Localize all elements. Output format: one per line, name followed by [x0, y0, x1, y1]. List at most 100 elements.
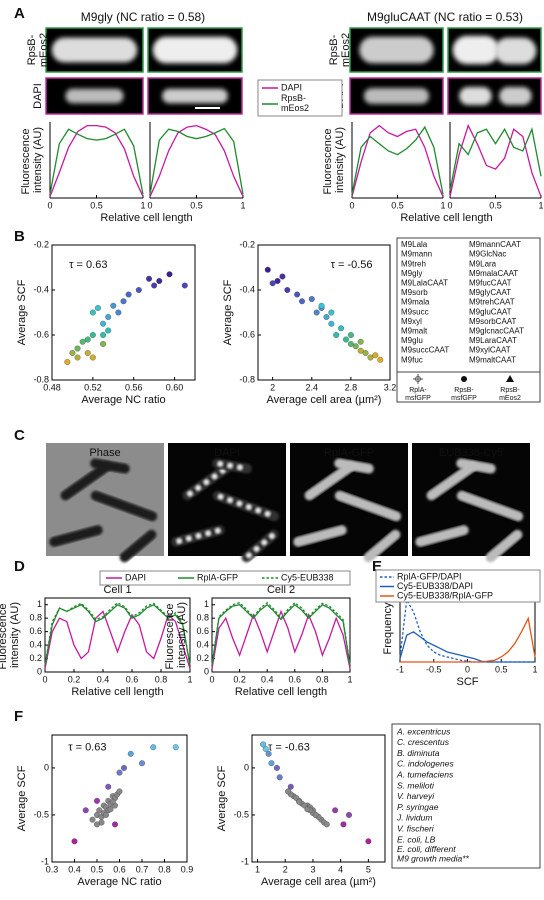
y-tick-label: 0.4 — [196, 639, 209, 649]
scatter-point — [156, 278, 163, 284]
legend-label: M9xylCAAT — [469, 346, 511, 355]
legend-label: M9Lara — [469, 259, 497, 268]
y-axis-label: Average SCF — [216, 765, 228, 831]
scatter-point — [347, 341, 354, 347]
nucleoid — [217, 493, 224, 500]
cell-signal — [51, 37, 138, 63]
scatter-point — [89, 816, 96, 823]
y-tick-label: 0 — [204, 666, 209, 676]
nucleoid — [227, 462, 234, 469]
cell-body — [90, 458, 130, 474]
scatter-point — [94, 797, 100, 804]
legend-label: DAPI — [125, 572, 146, 582]
y-tick-label: -0.8 — [33, 374, 49, 384]
x-tick-label: 0 — [47, 200, 52, 210]
scatter-point — [299, 298, 305, 305]
y-tick-label: 1 — [37, 599, 42, 609]
scatter-point — [105, 783, 112, 790]
x-tick-label: 0.8 — [155, 674, 168, 684]
line-series — [400, 616, 536, 663]
cell — [426, 461, 478, 501]
scatter-point — [365, 838, 372, 845]
nucleoid — [211, 473, 218, 480]
scatter-point — [89, 309, 96, 316]
line-series — [149, 127, 244, 195]
scatter-point — [100, 341, 107, 347]
x-tick-label: 0.5 — [190, 200, 203, 210]
y-tick-label: 0.8 — [196, 613, 209, 623]
scatter-point — [357, 347, 364, 354]
nucleoid — [186, 490, 193, 497]
axes-box — [51, 244, 196, 381]
scatter-point — [343, 336, 349, 343]
panel-label: C — [14, 427, 25, 444]
scatter-point — [94, 821, 100, 828]
x-tick-label: 1 — [440, 200, 445, 210]
scatter-point — [362, 350, 369, 356]
cell — [304, 461, 356, 501]
legend-label: M9LalaCAAT — [401, 279, 448, 288]
nucleoid — [255, 507, 262, 514]
scatter-point — [304, 806, 311, 813]
x-tick-label: 4 — [338, 864, 343, 874]
cell-signal — [363, 88, 430, 104]
legend-label: Cy5-EUB338/DAPI — [397, 581, 473, 591]
cell-signal — [162, 88, 228, 104]
legend-label: Cy5-EUB338/RplA-GFP — [397, 590, 493, 600]
scatter-point — [64, 359, 71, 365]
scatter-point — [269, 280, 276, 287]
y-axis-label: Fluorescence intensity (AU) — [20, 125, 44, 194]
x-tick-label: 5 — [366, 864, 371, 874]
legend-label: M9fucCAAT — [469, 279, 512, 288]
scatter-point — [74, 354, 81, 361]
cell — [171, 525, 225, 547]
axes-box — [44, 597, 191, 673]
channel-label: EUB338-Cy5 — [439, 447, 503, 459]
x-tick-label: 0.9 — [181, 864, 194, 874]
y-axis-label: Fluorescence intensity (AU) — [0, 600, 21, 669]
scatter-point — [139, 760, 145, 767]
legend-label: M9gluCAAT — [469, 307, 512, 316]
nucleoid — [268, 533, 275, 540]
cell — [485, 529, 523, 563]
x-tick-label: 1 — [347, 674, 352, 684]
line-series — [49, 128, 144, 195]
nucleoid — [245, 504, 252, 511]
scatter-point — [296, 798, 303, 805]
annotation: τ = 0.63 — [68, 742, 106, 754]
x-tick-label: 1 — [532, 664, 537, 674]
x-axis-label: Relative cell length — [71, 686, 163, 698]
scatter-point — [112, 821, 118, 828]
legend-label: M9xyl — [401, 317, 422, 326]
line-series — [449, 127, 542, 191]
scatter-point — [340, 821, 347, 828]
line-series — [399, 631, 535, 663]
x-tick-label: 0.5 — [495, 664, 508, 674]
cell-signal — [494, 37, 537, 65]
scatter-point — [318, 302, 325, 309]
y-axis-label: Average SCF — [16, 765, 28, 831]
y-tick-label: -0.4 — [239, 284, 255, 294]
y-tick-label: -0.5 — [33, 809, 49, 819]
legend-label: V. fischeri — [397, 823, 435, 833]
scatter-point — [107, 806, 114, 813]
cell-body — [426, 461, 478, 501]
cell — [456, 490, 524, 522]
scatter-point — [265, 750, 272, 757]
x-tick-label: 0.2 — [233, 674, 246, 684]
y-tick-label: -0.8 — [239, 374, 255, 384]
legend-box — [99, 570, 351, 586]
line-series — [449, 123, 542, 197]
nucleoid — [203, 479, 210, 486]
legend-label: E. coli, LB — [397, 834, 436, 844]
chart-title: Cell 1 — [103, 584, 131, 596]
line-series — [211, 603, 351, 666]
scatter-point — [74, 345, 81, 352]
cell — [49, 525, 103, 547]
panel-label: F — [14, 708, 23, 725]
channel-label: Phase — [89, 447, 120, 459]
axes-box — [399, 594, 536, 663]
scatter-point — [95, 305, 101, 311]
cell — [212, 490, 280, 522]
scatter-point — [166, 271, 173, 278]
